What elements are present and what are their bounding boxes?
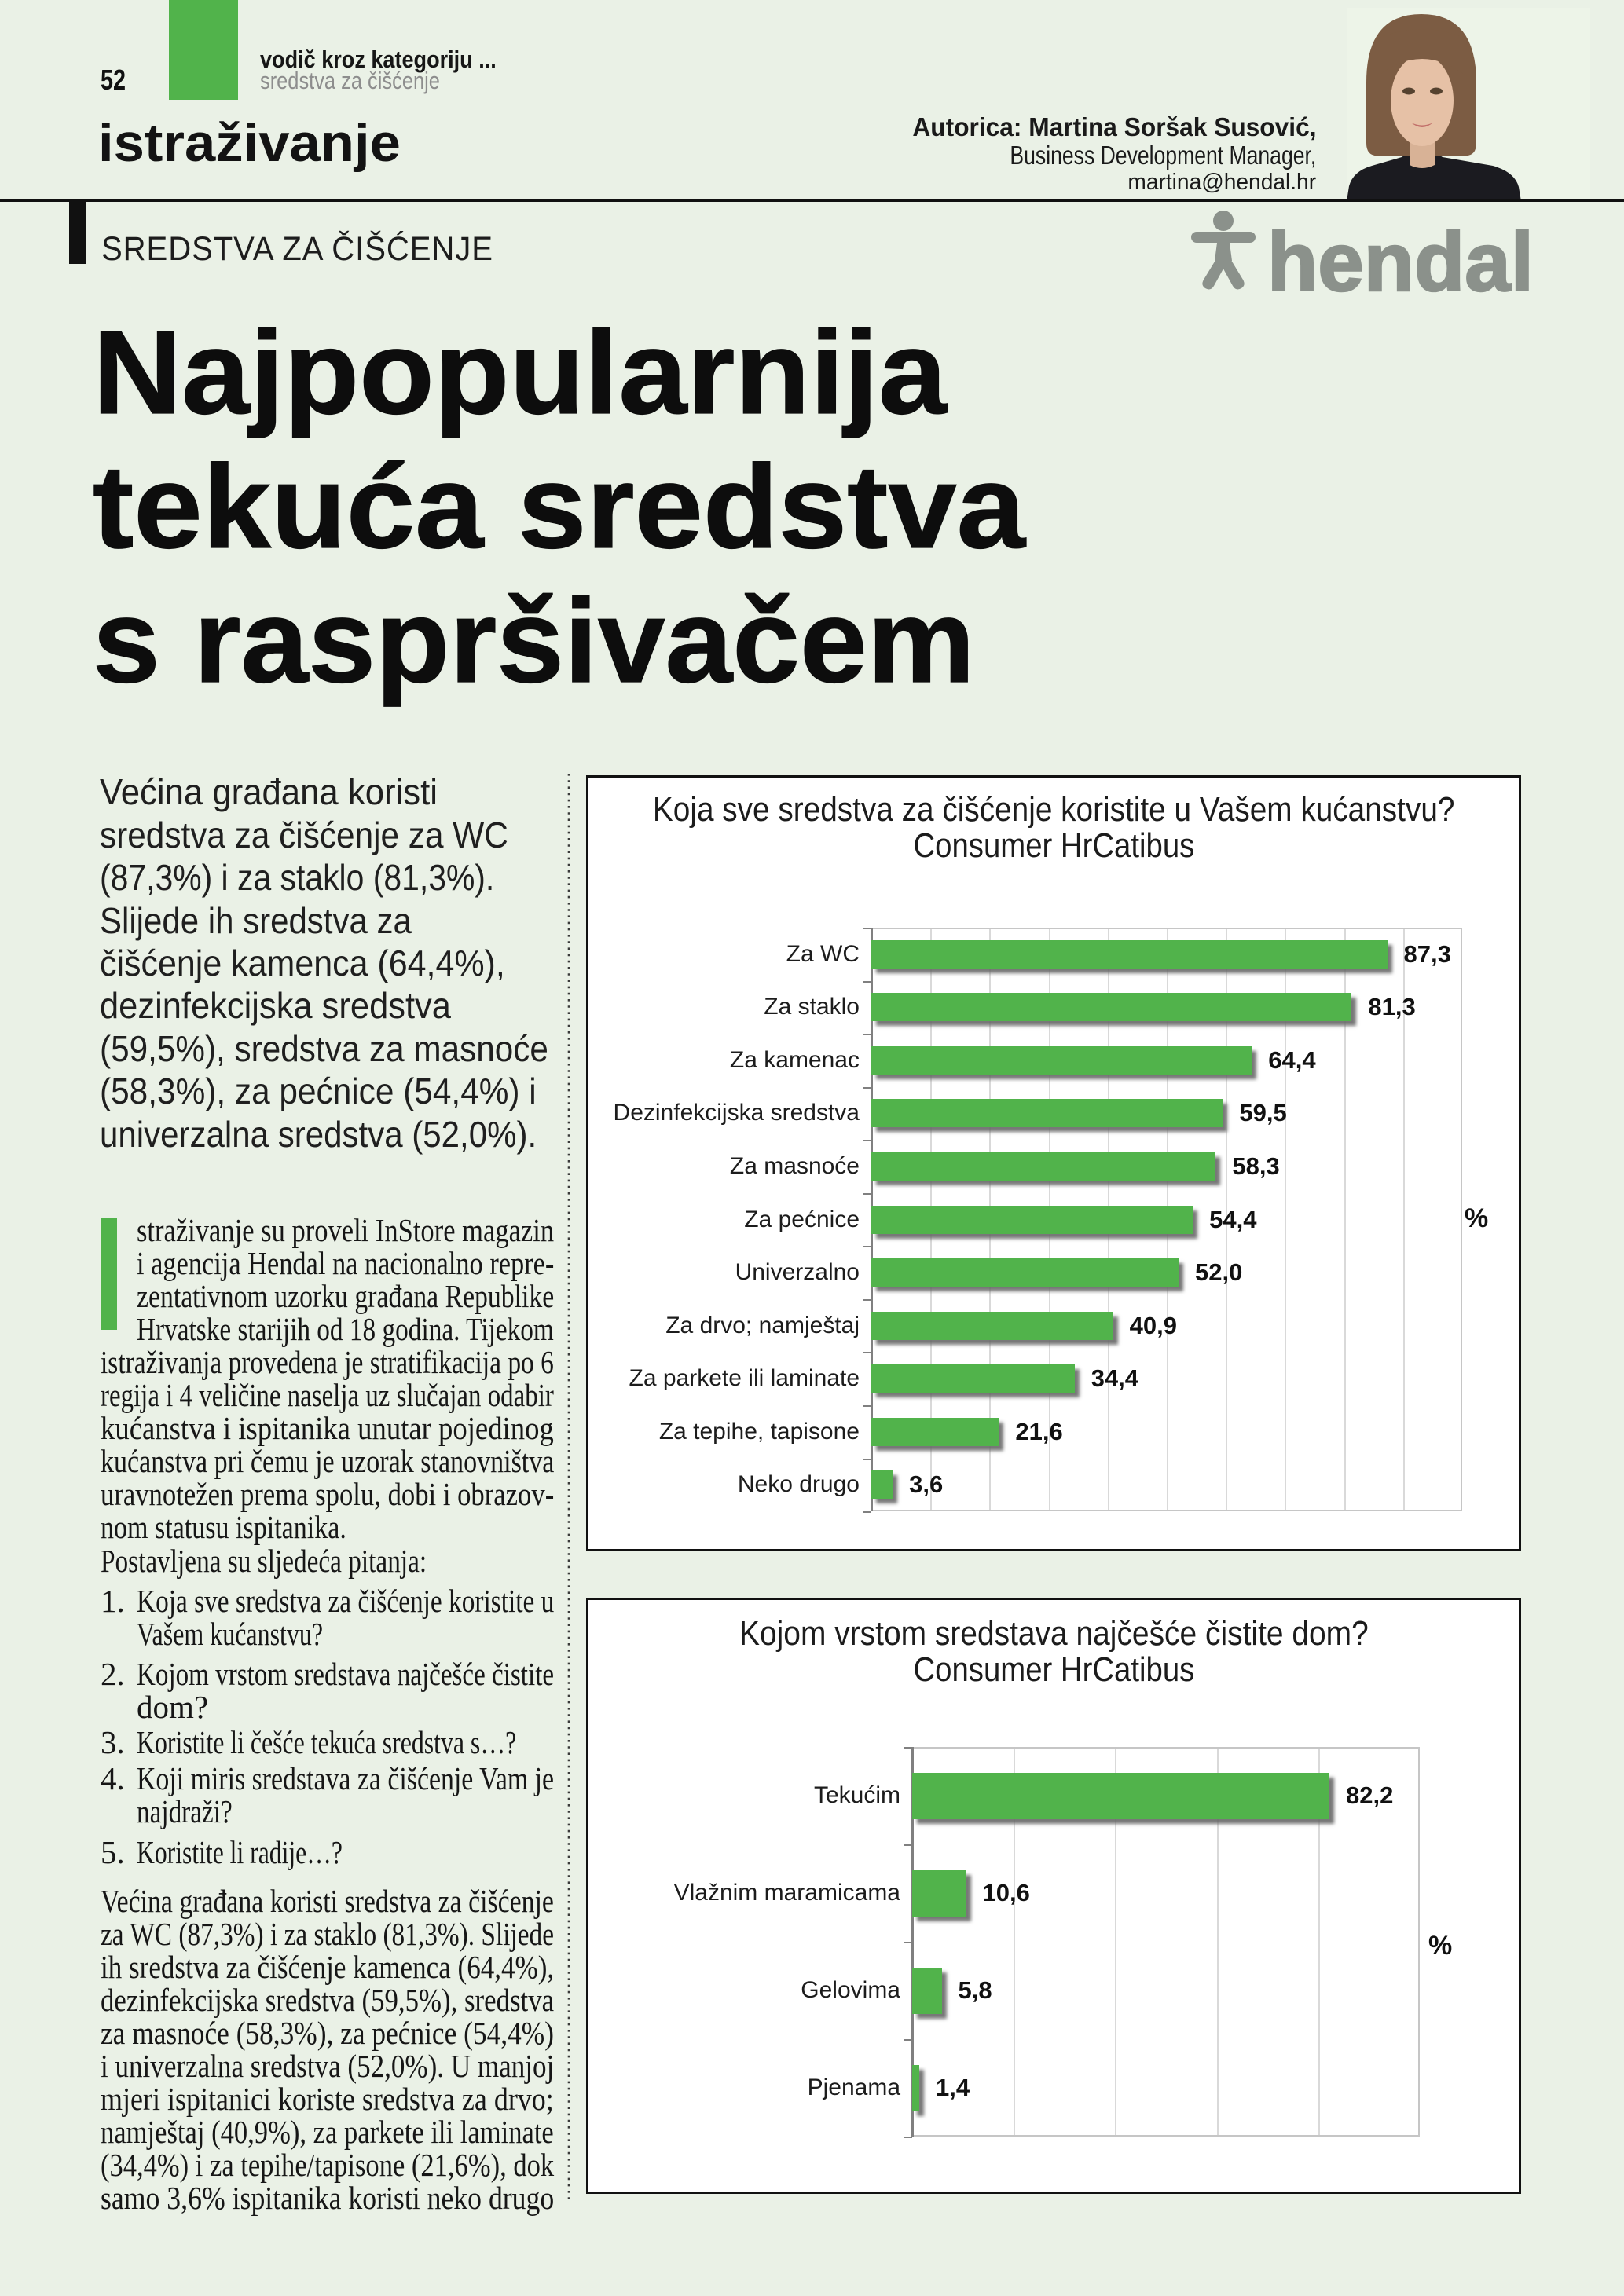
- svg-text:hendal: hendal: [1267, 216, 1534, 296]
